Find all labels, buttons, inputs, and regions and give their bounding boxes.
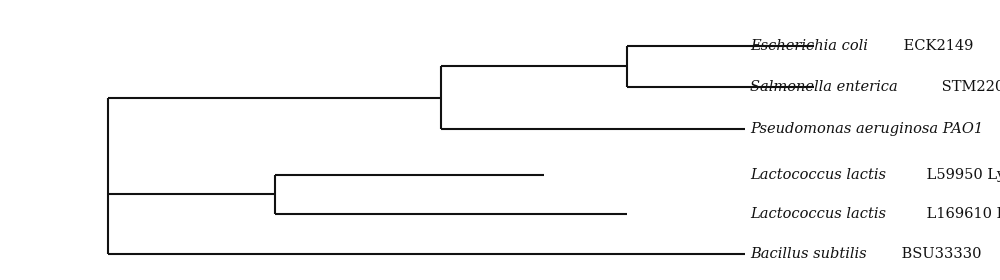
- Text: BSU33330: BSU33330: [897, 247, 982, 261]
- Text: Lactococcus lactis: Lactococcus lactis: [750, 207, 886, 221]
- Text: Bacillus subtilis: Bacillus subtilis: [750, 247, 867, 261]
- Text: L59950 LysP: L59950 LysP: [922, 167, 1000, 181]
- Text: Escherichia coli: Escherichia coli: [750, 39, 868, 53]
- Text: Lactococcus lactis: Lactococcus lactis: [750, 167, 886, 181]
- Text: STM2200: STM2200: [937, 80, 1000, 94]
- Text: Salmonella enterica: Salmonella enterica: [750, 80, 898, 94]
- Text: ECK2149: ECK2149: [899, 39, 973, 53]
- Text: Pseudomonas aeruginosa PAO1: Pseudomonas aeruginosa PAO1: [750, 122, 983, 136]
- Text: L169610 LysQ: L169610 LysQ: [922, 207, 1000, 221]
